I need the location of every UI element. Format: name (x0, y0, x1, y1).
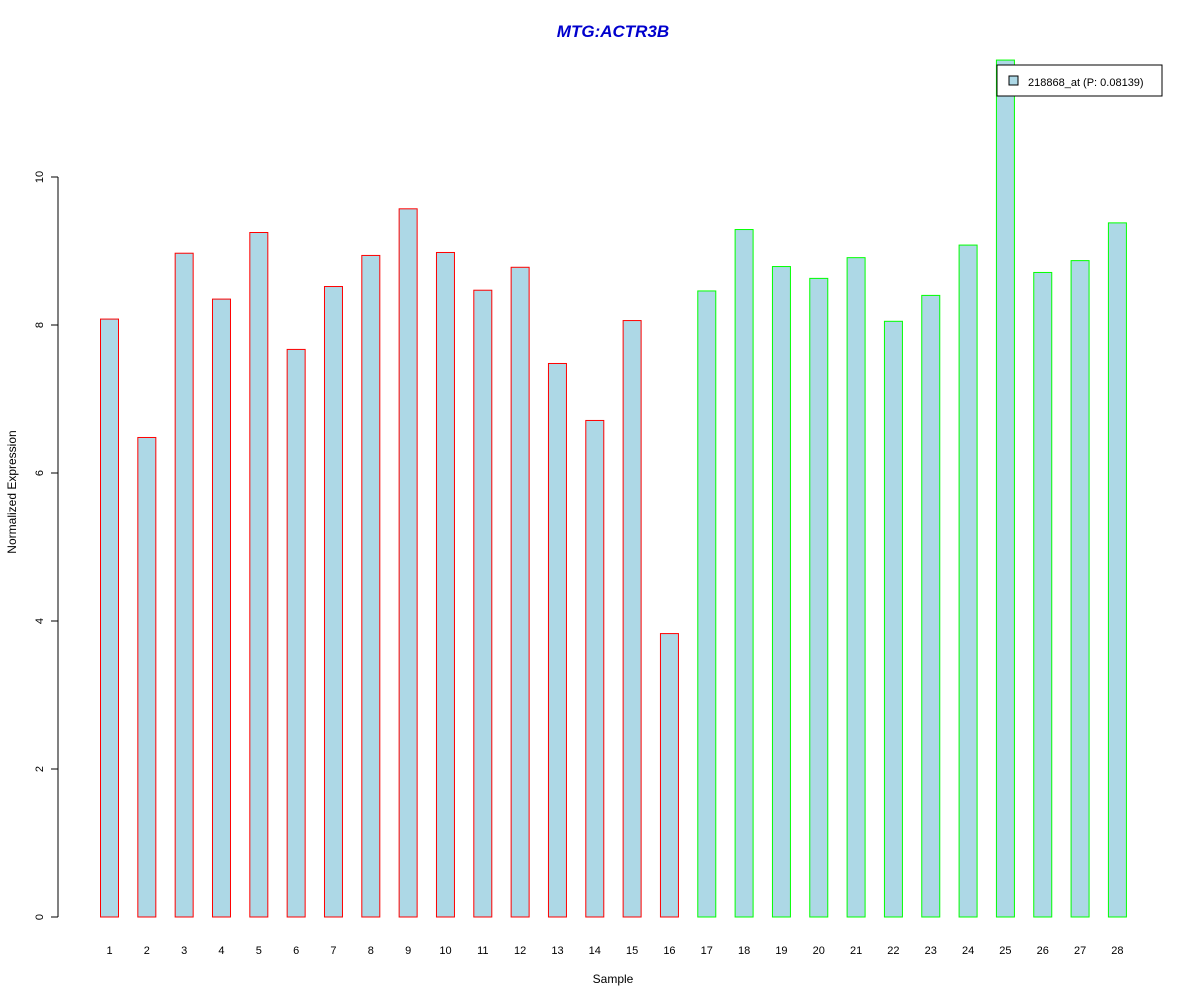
chart-title: MTG:ACTR3B (557, 22, 669, 41)
x-tick-label: 1 (106, 945, 112, 957)
x-tick-label: 3 (181, 945, 187, 957)
bar-sample-9 (398, 208, 418, 918)
y-tick-label: 0 (34, 914, 46, 920)
y-axis-ticks: 0 2 4 6 8 10 (34, 171, 58, 920)
bar-sample-4 (211, 298, 231, 918)
bar-sample-27 (1070, 260, 1090, 918)
x-tick-label: 19 (775, 945, 787, 957)
x-tick-label: 16 (663, 945, 675, 957)
y-tick-label: 2 (34, 766, 46, 772)
bar-sample-3 (174, 252, 194, 918)
bar-sample-20 (809, 277, 829, 918)
x-tick-label: 12 (514, 945, 526, 957)
bar-sample-18 (734, 229, 754, 918)
x-tick-label: 13 (551, 945, 563, 957)
legend-entry-label: 218868_at (P: 0.08139) (1028, 77, 1144, 89)
bar-sample-17 (697, 290, 717, 918)
x-tick-label: 24 (962, 945, 974, 957)
y-tick-label: 10 (34, 171, 46, 183)
x-tick-label: 4 (218, 945, 224, 957)
x-tick-label: 17 (701, 945, 713, 957)
bar-sample-13 (547, 362, 567, 918)
x-tick-label: 25 (999, 945, 1011, 957)
y-axis-label: Normalized Expression (5, 430, 19, 553)
x-tick-label: 28 (1111, 945, 1123, 957)
bar-sample-12 (510, 266, 530, 918)
y-tick-label: 8 (34, 322, 46, 328)
x-tick-label: 8 (368, 945, 374, 957)
bar-sample-6 (286, 348, 306, 918)
bar-sample-26 (1033, 271, 1053, 918)
x-tick-label: 21 (850, 945, 862, 957)
bar-sample-24 (958, 244, 978, 918)
x-tick-label: 15 (626, 945, 638, 957)
bar-sample-7 (323, 286, 343, 918)
bar-sample-28 (1107, 222, 1127, 918)
bar-sample-16 (659, 633, 679, 918)
x-tick-label: 26 (1037, 945, 1049, 957)
x-tick-label: 22 (887, 945, 899, 957)
bar-sample-19 (771, 266, 791, 918)
bar-sample-10 (435, 251, 455, 918)
legend: 218868_at (P: 0.08139) (996, 64, 1163, 97)
legend-box (996, 64, 1163, 97)
x-tick-label: 5 (256, 945, 262, 957)
bar-sample-14 (585, 419, 605, 918)
bar-sample-25 (995, 59, 1015, 918)
x-axis-label: Sample (593, 972, 634, 986)
bar-sample-21 (846, 257, 866, 918)
bar-sample-5 (249, 232, 269, 918)
bars-group (100, 59, 1127, 918)
x-tick-label: 23 (925, 945, 937, 957)
y-tick-label: 4 (34, 618, 46, 624)
x-tick-label: 14 (589, 945, 601, 957)
x-tick-label: 6 (293, 945, 299, 957)
bar-sample-11 (473, 289, 493, 918)
x-tick-label: 2 (144, 945, 150, 957)
x-tick-label: 11 (477, 945, 488, 957)
legend-swatch (1008, 75, 1019, 86)
bar-sample-8 (361, 254, 381, 918)
bar-sample-22 (883, 320, 903, 918)
bar-sample-2 (137, 436, 157, 918)
bar-sample-15 (622, 320, 642, 918)
bar-sample-23 (921, 294, 941, 918)
x-tick-label: 7 (330, 945, 336, 957)
x-tick-label: 18 (738, 945, 750, 957)
x-tick-label: 10 (439, 945, 451, 957)
x-tick-label: 27 (1074, 945, 1086, 957)
y-tick-label: 6 (34, 470, 46, 476)
bar-sample-1 (100, 318, 119, 918)
x-axis-tick-labels: 1 2 3 4 5 6 7 8 9 10 11 12 13 14 15 16 17 18 19 20 21 22 23 24 2… (106, 945, 1123, 957)
x-tick-label: 20 (813, 945, 825, 957)
x-tick-label: 9 (405, 945, 411, 957)
